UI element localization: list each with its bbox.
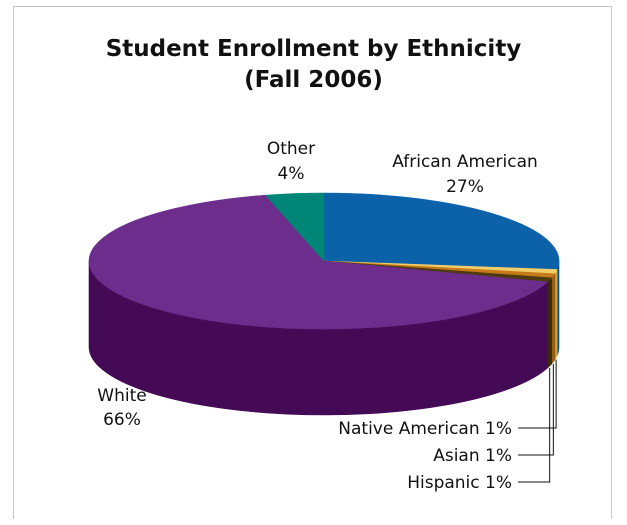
pie-slice-white [88,194,549,330]
leader-line-native-american [518,359,557,429]
slice-value-other: 4% [278,164,305,184]
pie-slice-other [264,192,325,262]
chart-title-line-2: (Fall 2006) [244,67,383,93]
pie-slice-african-american [323,192,560,270]
chart-title: Student Enrollment by Ethnicity (Fall 20… [0,34,627,96]
pie-side-native-american [554,269,558,361]
pie-side-hispanic [547,277,552,369]
leader-line-hispanic [518,367,551,483]
chart-title-line-1: Student Enrollment by Ethnicity [105,36,522,62]
slice-label-asian: Asian 1% [433,446,512,466]
chart-frame [13,6,612,519]
slice-value-african-american: 27% [446,177,484,197]
slice-label-white: White [97,386,146,406]
pie-side-asian [551,272,556,365]
slice-value-white: 66% [103,410,141,430]
slice-label-native-american: Native American 1% [338,419,512,439]
slice-label-other: Other [267,139,315,159]
slice-label-african-american: African American [392,152,538,172]
slice-label-hispanic: Hispanic 1% [407,473,512,493]
leader-line-asian [518,363,554,456]
